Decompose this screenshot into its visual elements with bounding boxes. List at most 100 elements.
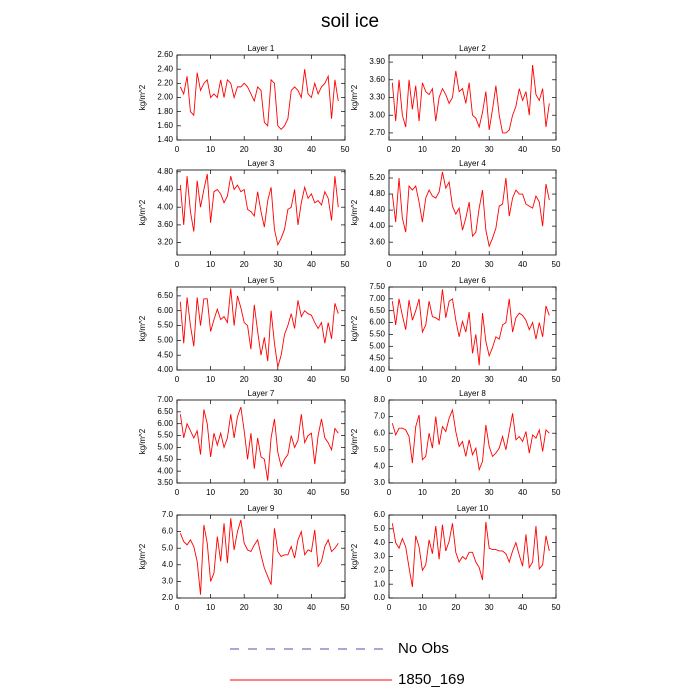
y-tick-label: 5.50 — [157, 431, 173, 440]
x-tick-label: 30 — [273, 260, 282, 269]
y-tick-label: 5.00 — [157, 443, 173, 452]
x-tick-label: 0 — [175, 145, 180, 154]
x-tick-label: 40 — [518, 488, 527, 497]
x-tick-label: 20 — [240, 260, 249, 269]
x-tick-label: 10 — [418, 260, 427, 269]
y-tick-label: 5.20 — [369, 173, 385, 182]
x-tick-label: 10 — [418, 603, 427, 612]
x-tick-label: 0 — [387, 488, 392, 497]
y-tick-label: 4.50 — [157, 454, 173, 463]
legend-label: No Obs — [398, 640, 449, 657]
plot-frame — [388, 169, 557, 256]
data-line — [179, 406, 339, 481]
data-line — [391, 289, 550, 366]
y-axis-label: kg/m^2 — [138, 84, 147, 110]
x-tick-label: 40 — [518, 260, 527, 269]
y-axis-label: kg/m^2 — [138, 543, 147, 569]
plot-frame — [176, 169, 346, 256]
x-tick-label: 50 — [341, 145, 350, 154]
y-tick-label: 5.0 — [162, 543, 174, 552]
x-tick-label: 40 — [307, 603, 316, 612]
x-tick-label: 20 — [451, 375, 460, 384]
data-line — [179, 518, 339, 595]
y-tick-label: 4.40 — [157, 185, 173, 194]
y-tick-label: 3.60 — [369, 237, 385, 246]
x-tick-label: 20 — [451, 488, 460, 497]
y-tick-label: 6.50 — [157, 407, 173, 416]
panel-title: Layer 9 — [248, 504, 275, 513]
y-tick-label: 6.50 — [369, 306, 385, 315]
y-tick-label: 6.00 — [157, 419, 173, 428]
x-tick-label: 30 — [485, 603, 494, 612]
y-tick-label: 7.0 — [374, 412, 386, 421]
y-tick-label: 4.00 — [369, 365, 385, 374]
x-tick-label: 30 — [273, 375, 282, 384]
y-tick-label: 6.00 — [369, 318, 385, 327]
data-line — [391, 64, 550, 134]
panel-title: Layer 10 — [457, 504, 489, 513]
y-tick-label: 3.0 — [374, 478, 386, 487]
x-tick-label: 40 — [518, 375, 527, 384]
y-tick-label: 4.50 — [369, 353, 385, 362]
y-tick-label: 3.30 — [369, 93, 385, 102]
plot-frame — [388, 399, 557, 484]
panel-title: Layer 2 — [459, 44, 486, 53]
y-tick-label: 1.0 — [374, 579, 386, 588]
y-axis-label: kg/m^2 — [350, 84, 359, 110]
y-axis-label: kg/m^2 — [138, 428, 147, 454]
y-tick-label: 5.00 — [369, 341, 385, 350]
x-tick-label: 50 — [341, 603, 350, 612]
x-tick-label: 20 — [240, 603, 249, 612]
x-tick-label: 50 — [341, 260, 350, 269]
x-tick-label: 0 — [387, 375, 392, 384]
y-tick-label: 2.20 — [157, 78, 173, 87]
y-tick-label: 4.00 — [157, 466, 173, 475]
y-tick-label: 5.0 — [374, 524, 386, 533]
x-tick-label: 0 — [175, 375, 180, 384]
x-tick-label: 50 — [552, 375, 561, 384]
y-tick-label: 2.60 — [157, 50, 173, 59]
x-tick-label: 20 — [451, 260, 460, 269]
panel-title: Layer 8 — [459, 389, 486, 398]
y-tick-label: 5.50 — [157, 321, 173, 330]
y-tick-label: 4.80 — [157, 167, 173, 176]
x-tick-label: 10 — [206, 488, 215, 497]
y-tick-label: 6.0 — [374, 510, 386, 519]
x-tick-label: 40 — [307, 488, 316, 497]
x-tick-label: 30 — [273, 488, 282, 497]
y-tick-label: 4.00 — [157, 202, 173, 211]
y-tick-label: 4.40 — [369, 205, 385, 214]
x-tick-label: 30 — [485, 488, 494, 497]
y-tick-label: 6.0 — [374, 428, 386, 437]
x-tick-label: 20 — [240, 488, 249, 497]
x-tick-label: 30 — [485, 375, 494, 384]
x-tick-label: 50 — [341, 488, 350, 497]
x-tick-label: 0 — [175, 488, 180, 497]
x-tick-label: 0 — [387, 145, 392, 154]
y-tick-label: 8.0 — [374, 395, 386, 404]
y-tick-label: 4.50 — [157, 350, 173, 359]
y-tick-label: 4.80 — [369, 189, 385, 198]
y-tick-label: 2.00 — [157, 93, 173, 102]
y-tick-label: 3.20 — [157, 238, 173, 247]
y-tick-label: 3.90 — [369, 57, 385, 66]
x-tick-label: 10 — [206, 375, 215, 384]
y-tick-label: 6.50 — [157, 291, 173, 300]
figure-title: soil ice — [321, 11, 379, 32]
panel-title: Layer 5 — [248, 276, 275, 285]
y-tick-label: 2.40 — [157, 64, 173, 73]
y-axis-label: kg/m^2 — [350, 428, 359, 454]
y-tick-label: 0.0 — [374, 593, 386, 602]
y-tick-label: 3.0 — [162, 577, 174, 586]
y-tick-label: 1.80 — [157, 107, 173, 116]
x-tick-label: 10 — [206, 603, 215, 612]
x-tick-label: 30 — [485, 260, 494, 269]
y-tick-label: 4.0 — [162, 560, 174, 569]
panel-title: Layer 6 — [459, 276, 486, 285]
y-axis-label: kg/m^2 — [138, 315, 147, 341]
x-tick-label: 50 — [341, 375, 350, 384]
x-tick-label: 20 — [451, 603, 460, 612]
y-tick-label: 7.00 — [157, 395, 173, 404]
y-tick-label: 2.0 — [162, 593, 174, 602]
